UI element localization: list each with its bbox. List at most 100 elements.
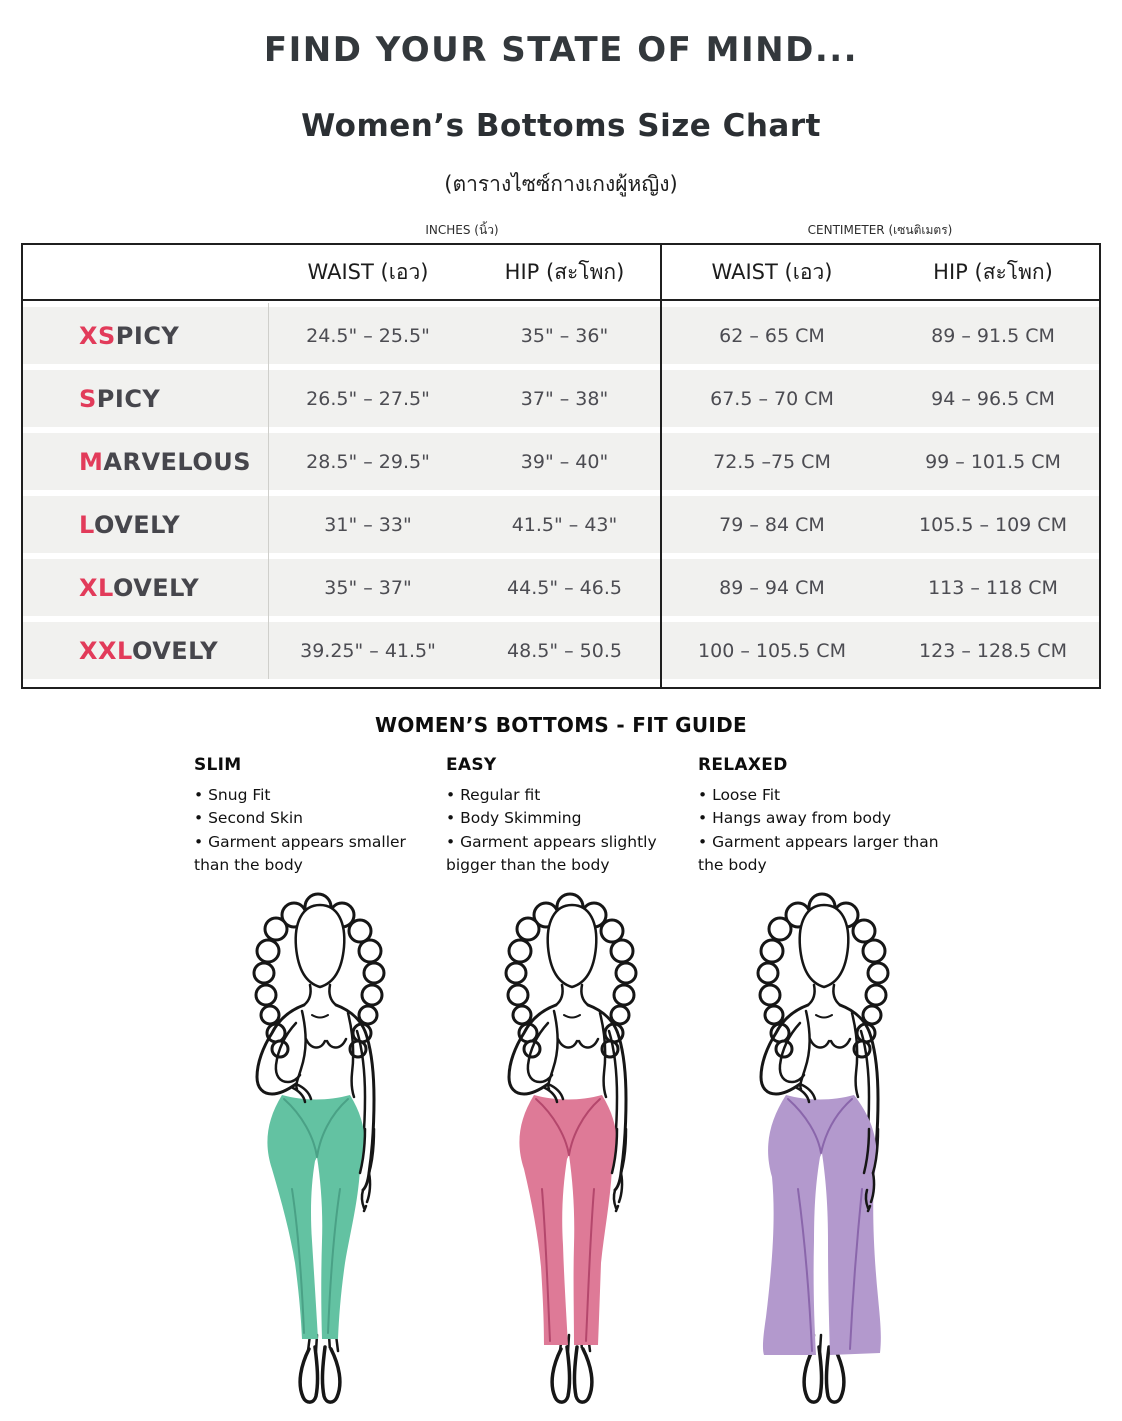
fit-bullets-easy: Regular fit Body Skimming Garment appear…	[446, 784, 690, 877]
fit-column-easy: EASY Regular fit Body Skimming Garment a…	[446, 755, 690, 1419]
size-rest: PICY	[96, 384, 161, 413]
table-body: XSPICY 24.5" – 25.5" 35" – 36" 62 – 65 C…	[23, 301, 1099, 687]
waist-cm-value: 100 – 105.5 CM	[698, 639, 846, 662]
size-rest: OVELY	[112, 573, 200, 602]
size-accent: XXL	[79, 636, 132, 665]
hip-cm-value: 94 – 96.5 CM	[931, 387, 1055, 410]
table-row: XLOVELY 35" – 37" 44.5" – 46.5 89 – 94 C…	[23, 559, 1099, 616]
page-subtitle-thai: (ตารางไซซ์กางเกงผู้หญิง)	[444, 172, 678, 196]
fit-name-slim: SLIM	[194, 755, 242, 775]
header-waist-cm: WAIST (เอว)	[711, 259, 833, 284]
fit-figure-easy	[446, 889, 690, 1419]
size-rest: PICY	[115, 321, 180, 350]
fit-bullets-slim: Snug Fit Second Skin Garment appears sma…	[194, 784, 438, 877]
size-accent: XS	[79, 321, 116, 350]
bullet-item: Regular fit	[446, 784, 690, 807]
table-divider-units	[660, 245, 662, 687]
hip-cm-value: 99 – 101.5 CM	[925, 450, 1061, 473]
waist-cm-value: 89 – 94 CM	[719, 576, 825, 599]
size-name: XSPICY	[23, 322, 268, 350]
hip-cm-value: 123 – 128.5 CM	[919, 639, 1067, 662]
size-name: XXLOVELY	[23, 637, 268, 665]
hip-inches-value: 35" – 36"	[520, 324, 609, 347]
hip-inches-value: 48.5" – 50.5	[507, 639, 622, 662]
hip-inches-value: 37" – 38"	[520, 387, 609, 410]
waist-cm-value: 79 – 84 CM	[719, 513, 825, 536]
table-header-row: WAIST (เอว) HIP (สะโพก) WAIST (เอว) HIP …	[23, 245, 1099, 301]
waist-inches-value: 26.5" – 27.5"	[306, 387, 430, 410]
fit-text-easy: EASY Regular fit Body Skimming Garment a…	[446, 755, 690, 889]
unit-label-centimeter: CENTIMETER (เซนติเมตร)	[807, 223, 953, 237]
woman-illustration-relaxed	[756, 892, 890, 1404]
waist-cm-value: 62 – 65 CM	[719, 324, 825, 347]
header-waist-inches: WAIST (เอว)	[307, 259, 429, 284]
woman-illustration-easy	[504, 892, 638, 1404]
fit-name-relaxed: RELAXED	[698, 755, 788, 775]
size-name: MARVELOUS	[23, 448, 268, 476]
relaxed-pants-seams	[787, 1098, 863, 1352]
slim-pants-shape	[267, 1095, 365, 1339]
bullet-item: Body Skimming	[446, 807, 690, 830]
waist-inches-value: 31" – 33"	[324, 513, 412, 536]
size-accent: S	[79, 384, 97, 413]
fit-text-slim: SLIM Snug Fit Second Skin Garment appear…	[194, 755, 438, 889]
table-row: MARVELOUS 28.5" – 29.5" 39" – 40" 72.5 –…	[23, 433, 1099, 490]
bullet-item: Second Skin	[194, 807, 438, 830]
hip-cm-value: 105.5 – 109 CM	[919, 513, 1067, 536]
waist-inches-value: 39.25" – 41.5"	[300, 639, 436, 662]
relaxed-pants-shape	[762, 1095, 881, 1355]
size-rest: OVELY	[93, 510, 181, 539]
page-title: FIND YOUR STATE OF MIND...	[263, 30, 859, 70]
size-accent: L	[79, 510, 94, 539]
header: FIND YOUR STATE OF MIND... Women’s Botto…	[0, 0, 1122, 201]
fit-column-relaxed: RELAXED Loose Fit Hangs away from body G…	[698, 755, 942, 1419]
waist-inches-value: 28.5" – 29.5"	[306, 450, 430, 473]
fit-name-easy: EASY	[446, 755, 497, 775]
table-row: XXLOVELY 39.25" – 41.5" 48.5" – 50.5 100…	[23, 622, 1099, 679]
hip-cm-value: 113 – 118 CM	[928, 576, 1058, 599]
easy-pants-shape	[519, 1095, 617, 1345]
woman-illustration-slim	[252, 892, 386, 1404]
hip-cm-value: 89 – 91.5 CM	[931, 324, 1055, 347]
fit-figure-relaxed	[698, 889, 942, 1419]
table-row: LOVELY 31" – 33" 41.5" – 43" 79 – 84 CM …	[23, 496, 1099, 553]
waist-cm-value: 67.5 – 70 CM	[710, 387, 834, 410]
fit-text-relaxed: RELAXED Loose Fit Hangs away from body G…	[698, 755, 942, 889]
header-hip-inches: HIP (สะโพก)	[504, 259, 625, 284]
waist-cm-value: 72.5 –75 CM	[713, 450, 831, 473]
size-name: SPICY	[23, 385, 268, 413]
hip-inches-value: 39" – 40"	[520, 450, 609, 473]
size-accent: XL	[79, 573, 113, 602]
size-table: WAIST (เอว) HIP (สะโพก) WAIST (เอว) HIP …	[21, 243, 1101, 689]
fit-guide-title: WOMEN’S BOTTOMS - FIT GUIDE	[374, 713, 748, 737]
table-row: XSPICY 24.5" – 25.5" 35" – 36" 62 – 65 C…	[23, 307, 1099, 364]
hip-inches-value: 41.5" – 43"	[511, 513, 618, 536]
table-divider-labels	[268, 303, 269, 679]
fit-bullets-relaxed: Loose Fit Hangs away from body Garment a…	[698, 784, 942, 877]
fit-column-slim: SLIM Snug Fit Second Skin Garment appear…	[194, 755, 438, 1419]
page-subtitle: Women’s Bottoms Size Chart	[301, 108, 821, 144]
slim-pants-seams	[283, 1098, 349, 1334]
bullet-item: Garment appears larger than the body	[698, 831, 942, 878]
header-hip-cm: HIP (สะโพก)	[933, 259, 1053, 284]
bullet-item: Garment appears slightly bigger than the…	[446, 831, 690, 878]
size-accent: M	[79, 447, 104, 476]
unit-labels-row: INCHES (นิ้ว) CENTIMETER (เซนติเมตร)	[21, 221, 1101, 240]
size-name: LOVELY	[23, 511, 268, 539]
size-rest: ARVELOUS	[103, 447, 252, 476]
waist-inches-value: 24.5" – 25.5"	[306, 324, 430, 347]
bullet-item: Hangs away from body	[698, 807, 942, 830]
unit-label-inches: INCHES (นิ้ว)	[425, 223, 499, 237]
bullet-item: Snug Fit	[194, 784, 438, 807]
easy-pants-seams	[535, 1098, 601, 1342]
size-name: XLOVELY	[23, 574, 268, 602]
size-rest: OVELY	[131, 636, 219, 665]
bullet-item: Garment appears smaller than the body	[194, 831, 438, 878]
size-table-section: INCHES (นิ้ว) CENTIMETER (เซนติเมตร) WAI…	[21, 221, 1101, 689]
fit-figure-slim	[194, 889, 438, 1419]
waist-inches-value: 35" – 37"	[324, 576, 412, 599]
table-row: SPICY 26.5" – 27.5" 37" – 38" 67.5 – 70 …	[23, 370, 1099, 427]
bullet-item: Loose Fit	[698, 784, 942, 807]
hip-inches-value: 44.5" – 46.5	[507, 576, 622, 599]
